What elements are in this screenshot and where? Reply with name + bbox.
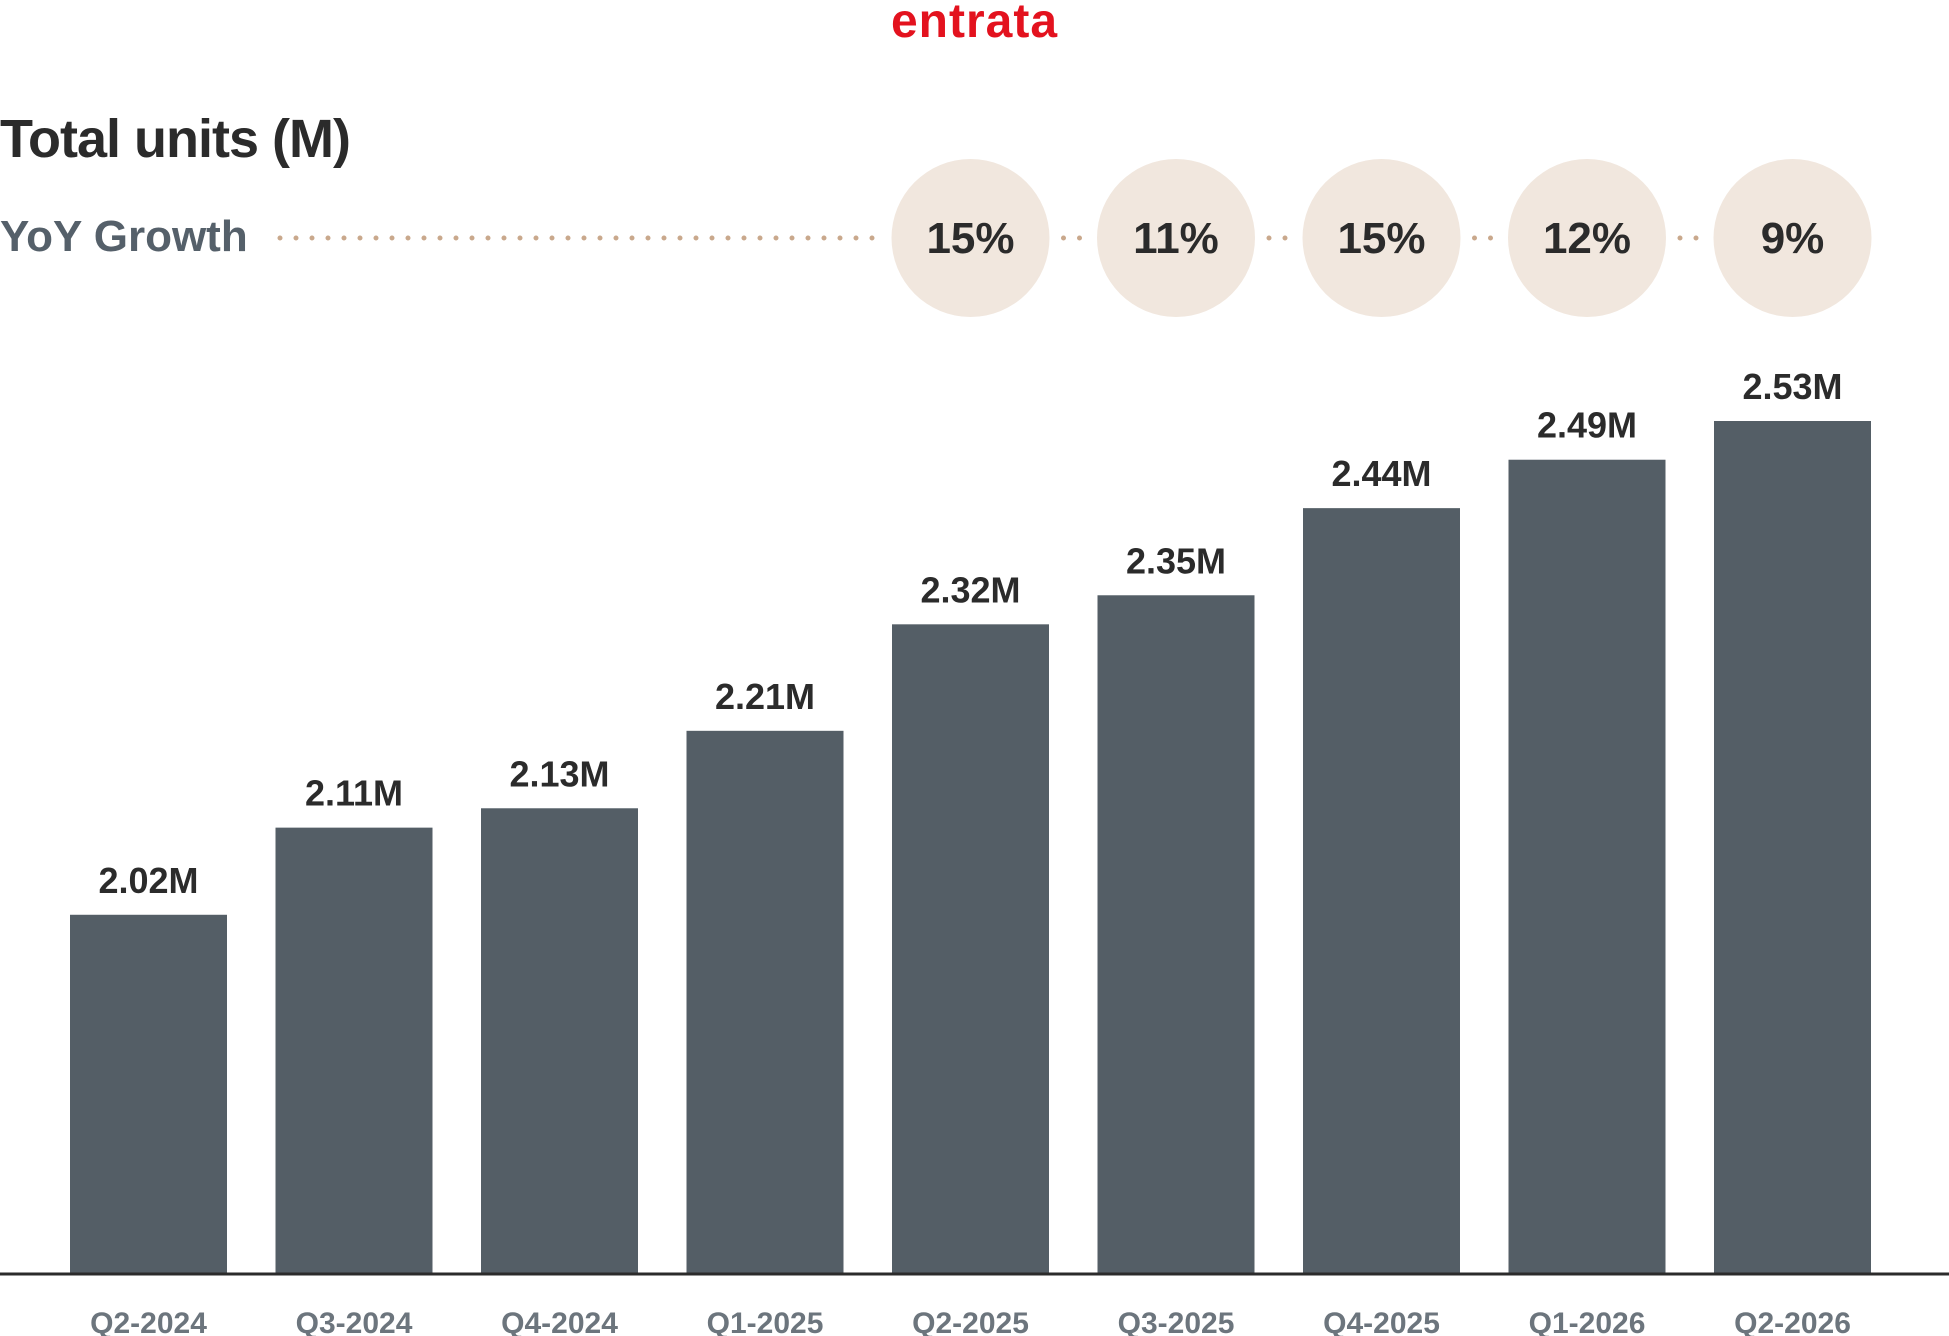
x-tick-label-Q4-2024: Q4-2024 [501, 1307, 618, 1336]
x-tick-label-Q2-2026: Q2-2026 [1734, 1307, 1851, 1336]
yoy-value-Q2-2026: 9% [1761, 214, 1825, 263]
yoy-value-Q4-2025: 15% [1337, 214, 1425, 263]
bar-Q4-2025 [1303, 508, 1460, 1273]
value-label-Q2-2026: 2.53M [1742, 366, 1842, 407]
bar-Q1-2026 [1508, 459, 1666, 1273]
bar-Q3-2025 [1097, 595, 1255, 1273]
value-label-Q3-2024: 2.11M [305, 773, 403, 814]
yoy-value-Q2-2025: 15% [926, 214, 1014, 263]
x-tick-label-Q3-2024: Q3-2024 [296, 1307, 413, 1336]
yoy-growth-label: YoY Growth [0, 212, 248, 261]
bar-Q2-2026 [1714, 421, 1871, 1273]
bar-Q3-2024 [275, 827, 433, 1273]
value-label-Q1-2026: 2.49M [1537, 405, 1637, 446]
bar-Q4-2024 [481, 808, 638, 1273]
yoy-value-Q1-2026: 12% [1543, 214, 1631, 263]
yoy-bubble-Q2-2026 [1713, 159, 1872, 317]
bar-Q1-2025 [686, 730, 844, 1273]
bar-Q2-2025 [892, 624, 1049, 1273]
chart-title: Total units (M) [0, 109, 351, 169]
yoy-value-Q3-2025: 11% [1133, 214, 1219, 263]
x-tick-label-Q3-2025: Q3-2025 [1118, 1307, 1235, 1336]
entrata-logo: entrata [890, 0, 1059, 48]
x-tick-label-Q1-2026: Q1-2026 [1529, 1307, 1646, 1336]
value-label-Q4-2025: 2.44M [1331, 453, 1431, 494]
yoy-bubble-Q4-2025 [1302, 159, 1461, 317]
yoy-bubble-Q3-2025 [1097, 159, 1255, 317]
x-tick-label-Q1-2025: Q1-2025 [707, 1307, 824, 1336]
x-tick-label-Q4-2025: Q4-2025 [1323, 1307, 1440, 1336]
value-label-Q2-2025: 2.32M [920, 569, 1020, 610]
value-label-Q3-2025: 2.35M [1126, 540, 1226, 581]
yoy-bubble-Q2-2025 [891, 159, 1050, 317]
bar-Q2-2024 [70, 914, 227, 1273]
value-label-Q1-2025: 2.21M [715, 676, 815, 717]
x-tick-label-Q2-2025: Q2-2025 [912, 1307, 1029, 1336]
value-label-Q2-2024: 2.02M [98, 860, 198, 901]
yoy-bubble-Q1-2026 [1508, 159, 1666, 317]
value-label-Q4-2024: 2.13M [509, 753, 609, 794]
x-tick-label-Q2-2024: Q2-2024 [90, 1307, 207, 1336]
